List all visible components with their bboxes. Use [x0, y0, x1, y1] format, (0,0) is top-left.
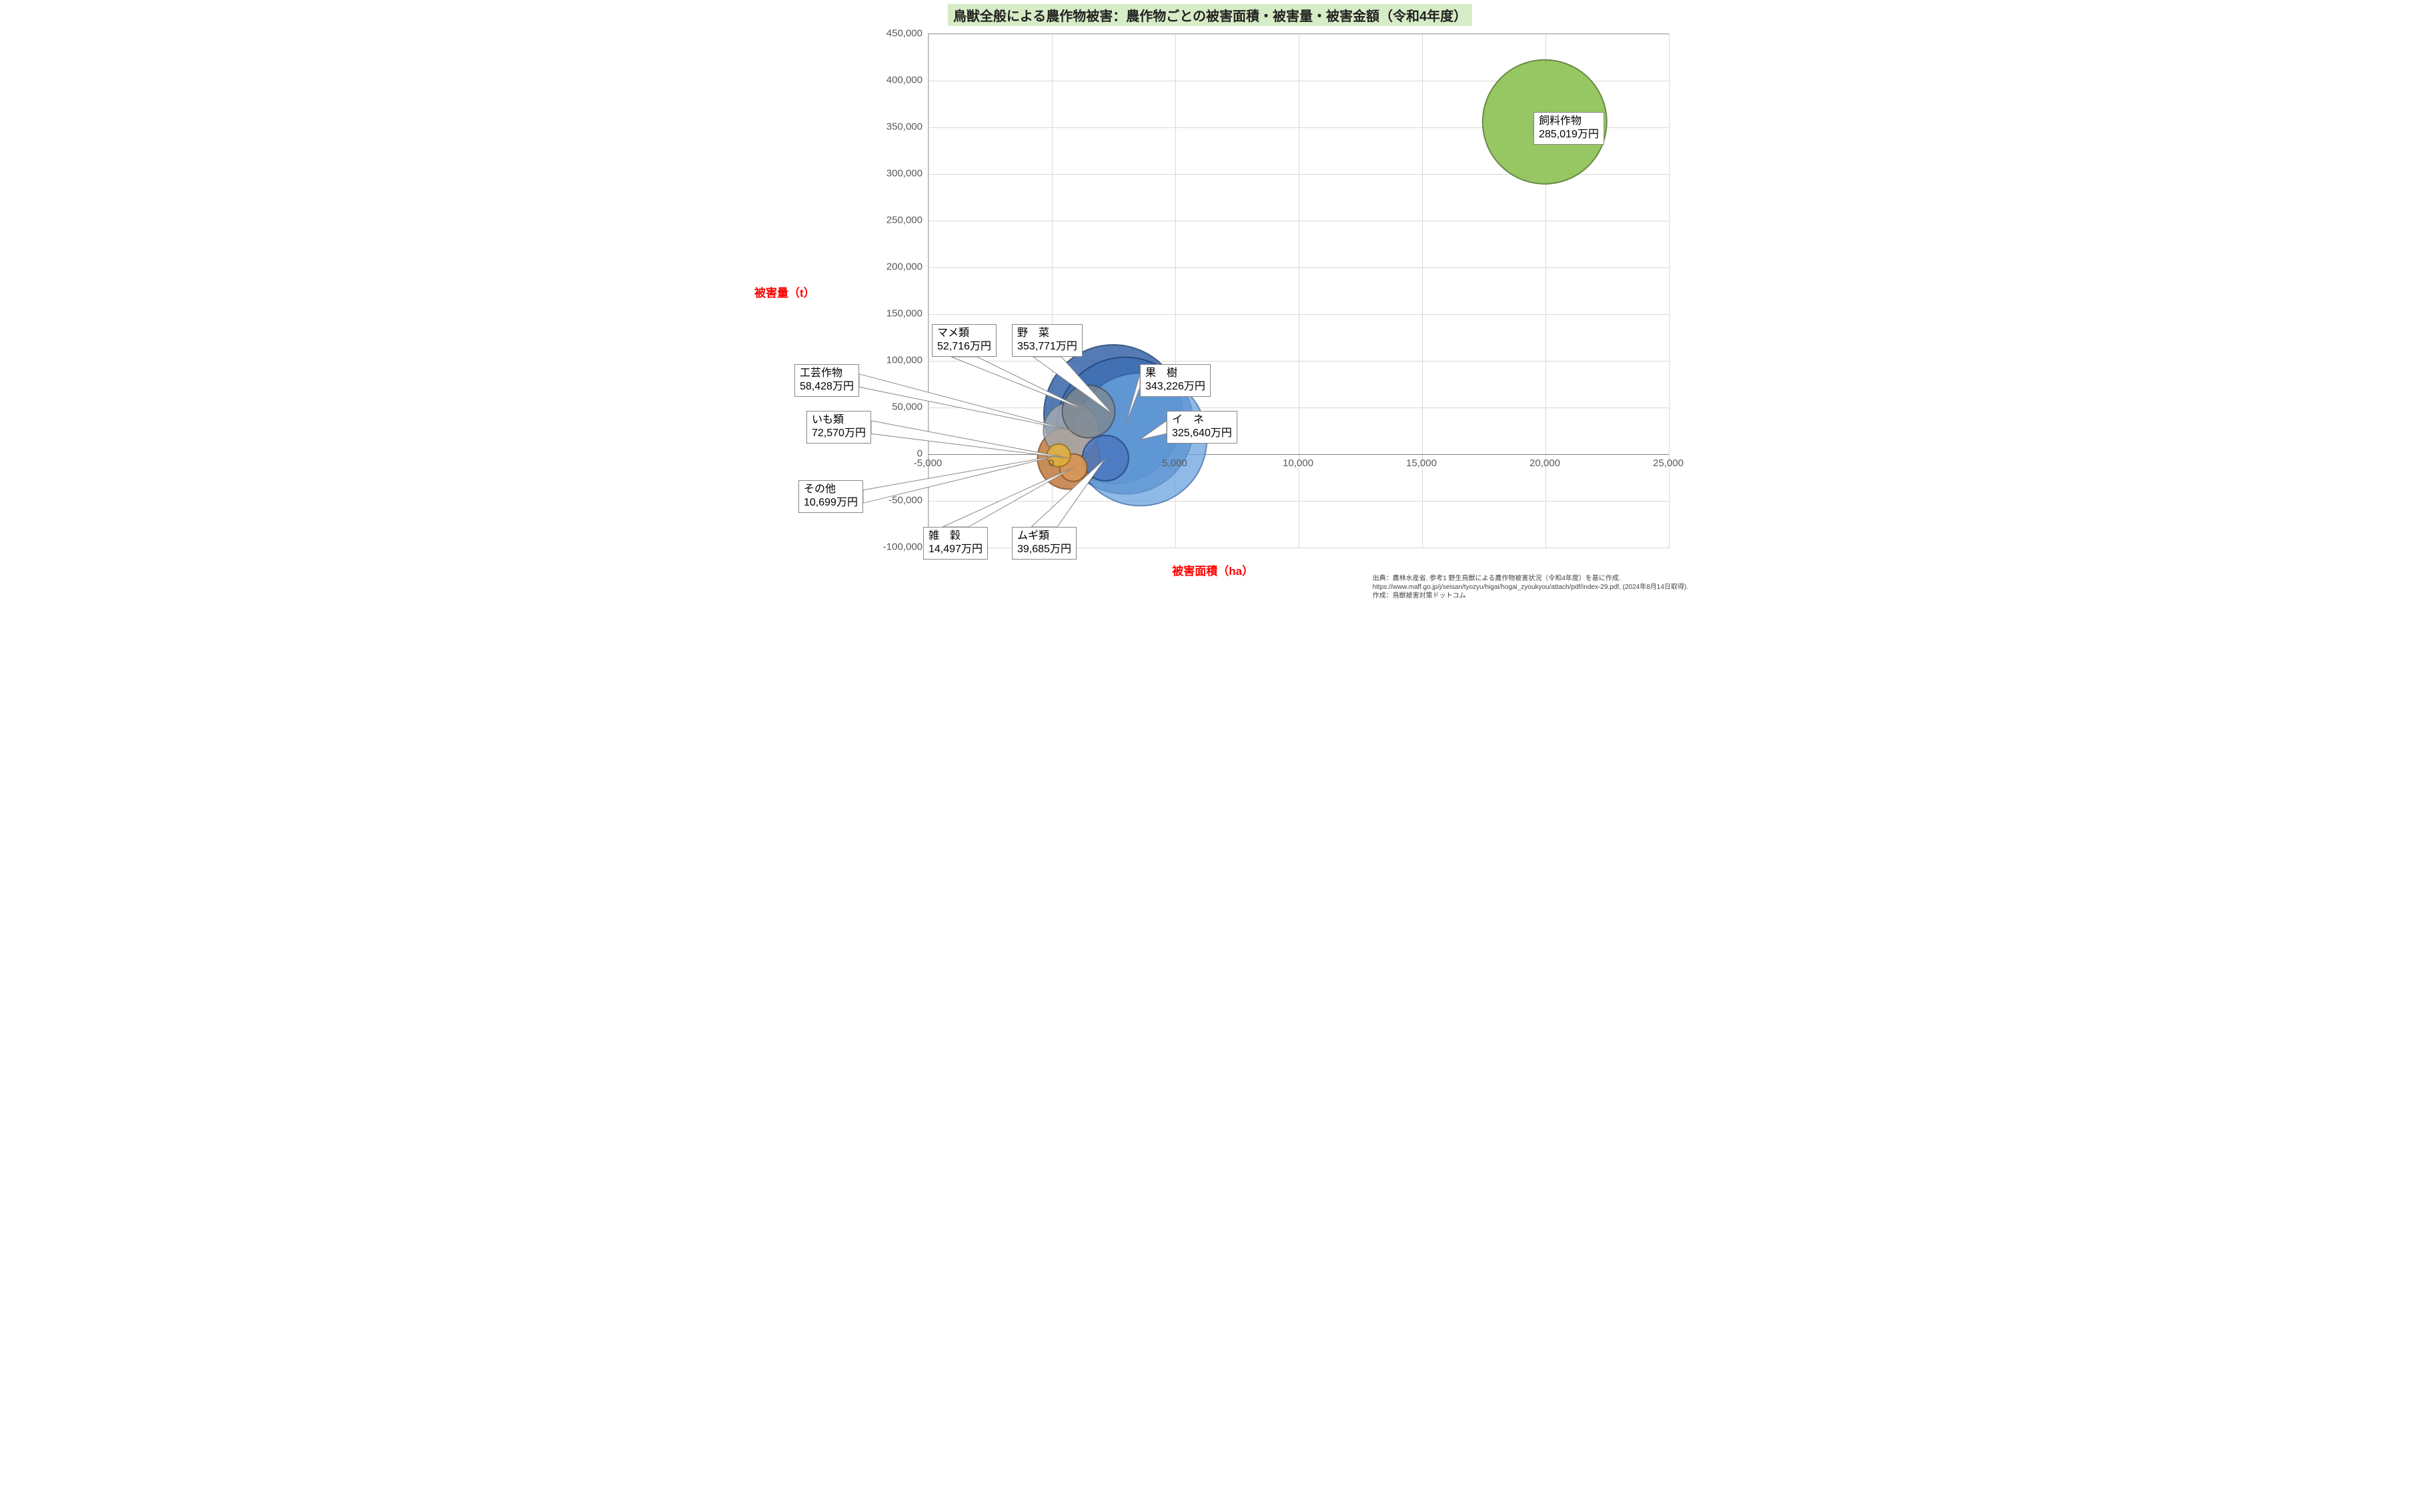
- callout-value: 343,226万円: [1145, 380, 1205, 394]
- xtick-label: 0: [1049, 458, 1054, 469]
- callout-value: 10,699万円: [804, 496, 858, 510]
- callout-value: 72,570万円: [812, 427, 866, 440]
- x-axis-title: 被害面積（ha）: [1172, 562, 1253, 578]
- callout-other: その他10,699万円: [798, 480, 863, 513]
- xtick-label: 15,000: [1406, 458, 1437, 469]
- callout-value: 325,640万円: [1172, 427, 1232, 440]
- callout-label: いも類: [812, 414, 866, 427]
- callout-veg: 野 菜353,771万円: [1012, 324, 1083, 357]
- callout-label: 野 菜: [1017, 327, 1077, 340]
- y-axis-title: 被害量（t）: [754, 283, 815, 300]
- callout-misc: 雑 穀14,497万円: [923, 527, 988, 560]
- callout-label: 果 樹: [1145, 367, 1205, 380]
- ytick-label: 150,000: [881, 308, 923, 319]
- callout-forage: 飼料作物285,019万円: [1534, 112, 1604, 145]
- ytick-label: 50,000: [881, 402, 923, 413]
- xtick-label: 25,000: [1653, 458, 1684, 469]
- xtick-label: 5,000: [1162, 458, 1187, 469]
- callout-fruit: 果 樹343,226万円: [1140, 364, 1211, 397]
- callout-value: 52,716万円: [937, 340, 991, 353]
- credits-line: 作成：鳥獣被害対策ドットコム: [1373, 592, 1688, 600]
- ytick-label: 200,000: [881, 261, 923, 273]
- xtick-label: -5,000: [914, 458, 943, 469]
- gridline-v: [1422, 34, 1423, 548]
- ytick-label: 0: [881, 448, 923, 460]
- xtick-label: 10,000: [1283, 458, 1313, 469]
- callout-wheat: ムギ類39,685万円: [1012, 527, 1077, 560]
- credits-line: https://www.maff.go.jp/j/seisan/tyozyu/h…: [1373, 583, 1688, 592]
- gridline-h: [929, 501, 1669, 502]
- callout-indust: 工芸作物58,428万円: [794, 364, 859, 397]
- callout-value: 353,771万円: [1017, 340, 1077, 353]
- callout-value: 285,019万円: [1539, 128, 1599, 141]
- xtick-label: 20,000: [1530, 458, 1560, 469]
- callout-value: 58,428万円: [800, 380, 854, 394]
- callout-label: マメ類: [937, 327, 991, 340]
- callout-label: 工芸作物: [800, 367, 854, 380]
- callout-label: ムギ類: [1017, 530, 1071, 543]
- callout-value: 14,497万円: [929, 543, 983, 556]
- ytick-label: -100,000: [881, 542, 923, 553]
- callout-label: 雑 穀: [929, 530, 983, 543]
- credits: 出典：農林水産省. 参考1 野生鳥獣による農作物被害状況（令和4年度）を基に作成…: [1373, 574, 1688, 600]
- gridline-v: [1669, 34, 1670, 548]
- callout-rice: イ ネ325,640万円: [1167, 411, 1237, 444]
- ytick-label: -50,000: [881, 495, 923, 506]
- callout-label: イ ネ: [1172, 414, 1232, 427]
- callout-potato: いも類72,570万円: [806, 411, 871, 444]
- callout-label: その他: [804, 483, 858, 496]
- gridline-h: [929, 34, 1669, 35]
- ytick-label: 100,000: [881, 355, 923, 366]
- gridline-h: [929, 267, 1669, 268]
- callout-label: 飼料作物: [1539, 115, 1599, 128]
- ytick-label: 450,000: [881, 28, 923, 39]
- callout-beans: マメ類52,716万円: [932, 324, 997, 357]
- callout-value: 39,685万円: [1017, 543, 1071, 556]
- bubble-beans: [1061, 384, 1115, 438]
- ytick-label: 400,000: [881, 75, 923, 86]
- ytick-label: 350,000: [881, 121, 923, 133]
- ytick-label: 300,000: [881, 168, 923, 179]
- credits-line: 出典：農林水産省. 参考1 野生鳥獣による農作物被害状況（令和4年度）を基に作成…: [1373, 574, 1688, 583]
- ytick-label: 250,000: [881, 215, 923, 226]
- chart-title: 鳥獣全般による農作物被害：農作物ごとの被害面積・被害量・被害金額（令和4年度）: [948, 4, 1472, 26]
- gridline-h: [929, 314, 1669, 315]
